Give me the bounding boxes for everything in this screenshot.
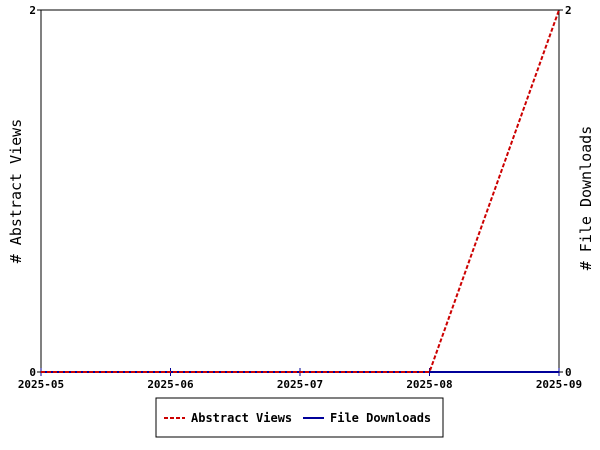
plot-area xyxy=(40,9,560,373)
legend-label-abstract-views: Abstract Views xyxy=(191,411,292,425)
legend: Abstract Views File Downloads xyxy=(155,397,444,438)
left-y-axis-tick-labels: 02 xyxy=(29,4,41,379)
left-y-tick-label-2: 2 xyxy=(29,4,36,17)
left-y-tick-label-0: 0 xyxy=(29,366,36,379)
right-y-axis-tick-labels: 02 xyxy=(559,4,572,379)
x-axis-tick-labels: 2025-05 2025-06 2025-07 2025-08 2025-09 xyxy=(18,378,582,391)
legend-label-file-downloads: File Downloads xyxy=(330,411,431,425)
right-y-axis-title: # File Downloads xyxy=(577,126,595,271)
x-tick-label-2025-06: 2025-06 xyxy=(147,378,194,391)
x-tick-label-2025-05: 2025-05 xyxy=(18,378,64,391)
x-tick-label-2025-08: 2025-08 xyxy=(406,378,452,391)
legend-box xyxy=(155,397,444,438)
right-y-tick-label-2: 2 xyxy=(565,4,572,17)
x-tick-label-2025-09: 2025-09 xyxy=(536,378,582,391)
x-tick-label-2025-07: 2025-07 xyxy=(277,378,323,391)
left-y-axis-title: # Abstract Views xyxy=(7,119,25,264)
series-line-abstract-views xyxy=(41,9,560,373)
right-y-tick-label-0: 0 xyxy=(565,366,572,379)
series-lines xyxy=(41,9,560,373)
